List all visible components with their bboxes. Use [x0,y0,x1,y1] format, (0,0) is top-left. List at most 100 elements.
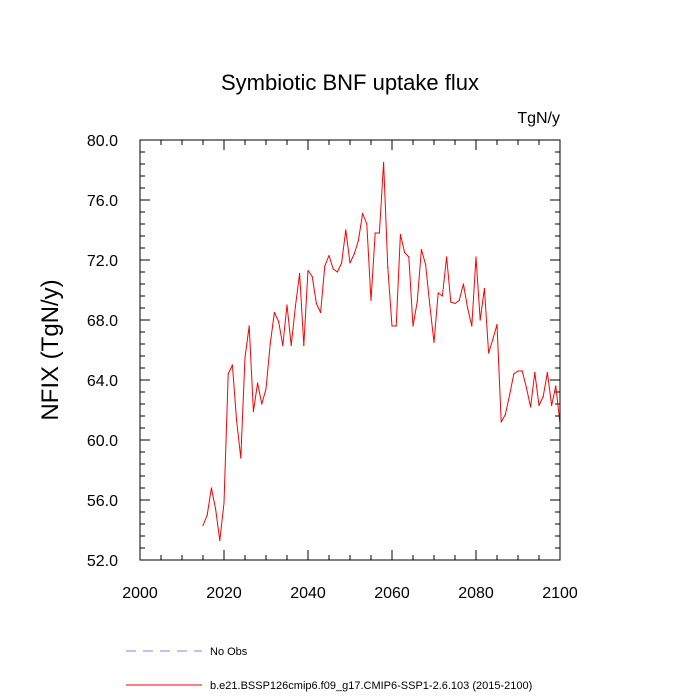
data-point [362,212,364,215]
data-point [534,371,536,374]
data-point [521,370,523,372]
data-point [202,524,204,527]
data-point [299,272,301,275]
data-point [336,271,338,273]
data-point [395,325,397,327]
data-point [294,305,296,308]
data-point [282,344,284,347]
data-point [513,373,515,375]
data-point [286,304,288,306]
data-point [315,302,317,305]
data-point [437,292,439,294]
data-point [450,301,452,303]
data-point [219,539,221,542]
data-point [538,404,540,407]
data-point [324,265,326,267]
y-tick-label: 80.0 [87,133,118,150]
data-point [542,395,544,398]
data-point [215,508,217,510]
data-point [269,343,271,345]
data-point [227,373,229,375]
series-layer [202,161,561,542]
data-point [244,356,246,359]
data-point [517,370,519,372]
data-point [278,320,280,323]
x-tick-label: 2060 [374,585,410,602]
data-point [265,388,267,390]
data-point [458,299,460,302]
x-tick-label: 2040 [290,585,326,602]
data-point [551,404,553,407]
y-tick-label: 60.0 [87,433,118,450]
legend: No Obs b.e21.BSSP126cmip6.f09_g17.CMIP6-… [126,646,532,692]
data-point [488,352,490,354]
data-point [206,514,208,516]
series-line [202,162,561,541]
data-point [231,364,233,366]
data-point [555,385,557,387]
data-point [332,268,334,270]
data-point [454,302,456,305]
data-point [387,266,389,269]
y-axis-label: NFIX (TgN/y) [37,279,64,420]
y-tick-label: 52.0 [87,553,118,570]
data-point [504,413,506,416]
data-point [483,287,485,290]
data-point [341,262,343,264]
data-point [345,229,347,231]
data-point [273,311,275,314]
y-tick-label: 64.0 [87,373,118,390]
data-point [475,256,477,258]
legend-label-no-obs: No Obs [210,646,248,658]
data-point [320,311,322,314]
legend-label-model: b.e21.BSSP126cmip6.f09_g17.CMIP6-SSP1-2.… [210,680,532,692]
data-point [416,301,418,303]
data-point [496,323,498,326]
data-point [353,253,355,255]
data-point [408,256,410,258]
data-point [433,341,435,344]
data-point [441,295,443,297]
data-point [479,319,481,321]
data-point [366,223,368,225]
y-tick-label: 72.0 [87,253,118,270]
data-point [357,239,359,242]
data-point [252,410,254,413]
x-tick-label: 2000 [122,585,158,602]
data-point [311,275,313,278]
data-point [328,254,330,257]
data-point [303,344,305,347]
data-point [383,161,385,164]
data-point [471,325,473,327]
data-point [248,325,250,327]
data-point [429,304,431,306]
data-point [492,338,494,341]
data-point [404,251,406,254]
data-point [425,263,427,266]
data-point [467,307,469,309]
data-point [349,262,351,264]
x-tick-label: 2080 [458,585,494,602]
plot-frame [139,139,561,561]
x-tick-label: 2020 [206,585,242,602]
data-point [257,382,259,384]
data-point [509,394,511,396]
tick-labels: 2000 2020 2040 2060 2080 2100 52.0 56.0 60.0 64.0… [87,133,578,602]
data-point [210,487,212,489]
data-point [374,232,376,234]
data-point [378,232,380,234]
data-point [290,344,292,347]
data-point [261,403,263,405]
data-point [236,419,238,422]
data-point [546,371,549,374]
data-point [446,256,448,258]
data-point [462,283,464,285]
y-tick-label: 56.0 [87,493,118,510]
x-tick-label: 2100 [542,585,578,602]
chart-title: Symbiotic BNF uptake flux [221,70,479,95]
axis-ticks [139,139,561,561]
data-point [420,248,422,251]
data-point [307,269,309,272]
y-tick-label: 68.0 [87,313,118,330]
